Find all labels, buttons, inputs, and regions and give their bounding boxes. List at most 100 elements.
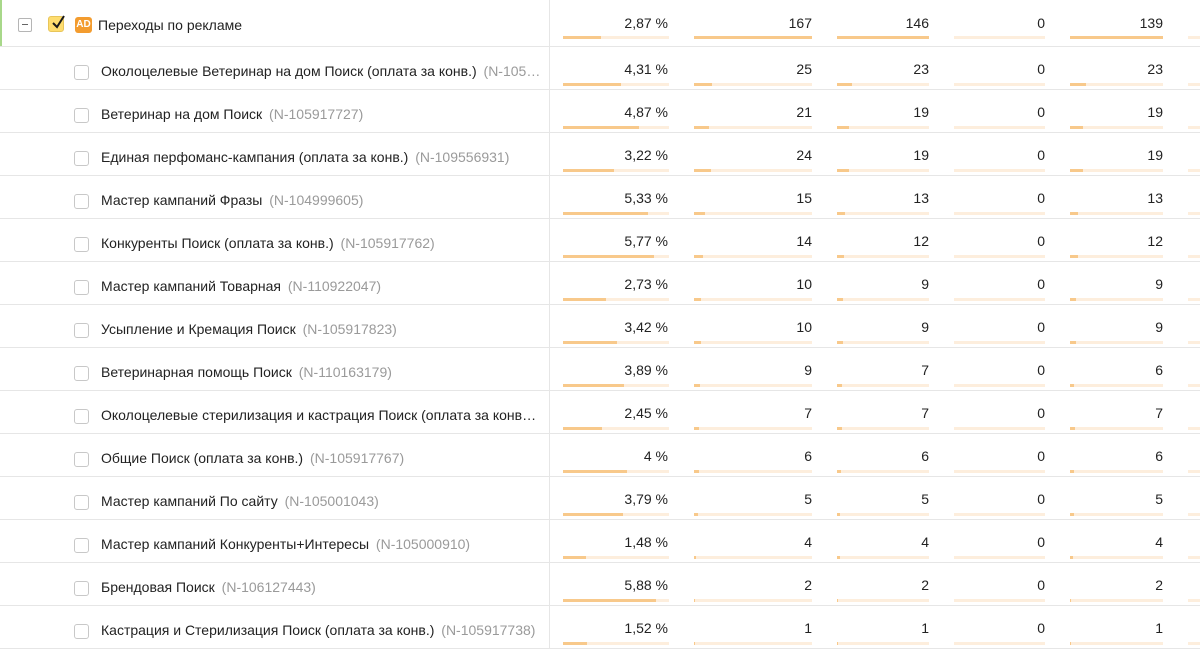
zero-cell: 0 (954, 477, 1045, 519)
bar-fill (1070, 341, 1076, 344)
zero-cell: 0 (954, 391, 1045, 433)
zero-cell: 0 (954, 262, 1045, 304)
bar-fill (837, 212, 846, 215)
goals-cell: 4 (1070, 520, 1163, 562)
bar-track (954, 384, 1045, 387)
cell-value: 5,33 % (624, 190, 668, 206)
cell-value: 0 (1037, 534, 1045, 550)
row-checkbox[interactable] (74, 237, 89, 252)
bar-track (563, 83, 669, 86)
goals-cell: 19 (1070, 133, 1163, 175)
bar-fill (694, 642, 696, 645)
row-label: Переходы по рекламе (98, 17, 243, 33)
row-checkbox[interactable] (74, 409, 89, 424)
bar-track (1070, 556, 1163, 559)
bar-track (837, 599, 929, 602)
cell-value: 139 (1139, 15, 1163, 31)
table-row[interactable]: Кастрация и Стерилизация Поиск (оплата з… (0, 606, 1200, 649)
campaign-name: Мастер кампаний Фразы (N-104999605) (101, 192, 363, 208)
cell-value: 9 (804, 362, 812, 378)
bar-track (563, 513, 669, 516)
bar-fill (563, 169, 614, 172)
bar-fill (563, 642, 588, 645)
row-checkbox[interactable] (74, 495, 89, 510)
zero-cell: 0 (954, 176, 1045, 218)
table-row[interactable]: Усыпление и Кремация Поиск (N-105917823)… (0, 305, 1200, 348)
table-row[interactable]: Брендовая Поиск (N-106127443) 5,88 % 2 2 0 2 (0, 563, 1200, 606)
visits-cell: 19 (837, 133, 929, 175)
cell-value: 0 (1037, 491, 1045, 507)
cell-value: 2,87 % (624, 15, 668, 31)
table-row[interactable]: Мастер кампаний Фразы (N-104999605) 5,33 … (0, 176, 1200, 219)
row-checkbox[interactable] (74, 280, 89, 295)
table-row-group[interactable]: AD Переходы по рекламе 2,87 % 167 146 0 139 (0, 0, 1200, 47)
campaign-name: Конкуренты Поиск (оплата за конв.) (N-10… (101, 235, 435, 251)
row-checkbox[interactable] (74, 581, 89, 596)
row-checkbox[interactable] (74, 538, 89, 553)
table-row[interactable]: Мастер кампаний Конкуренты+Интересы (N-1… (0, 520, 1200, 563)
table-row[interactable]: Околоцелевые Ветеринар на дом Поиск (опл… (0, 47, 1200, 90)
row-checkbox[interactable] (74, 624, 89, 639)
table-row[interactable]: Общие Поиск (оплата за конв.) (N-1059177… (0, 434, 1200, 477)
next-column-bar (1188, 427, 1200, 430)
table-row[interactable]: Ветеринар на дом Поиск (N-105917727) 4,87… (0, 90, 1200, 133)
bar-fill (837, 169, 849, 172)
bar-track (694, 126, 812, 129)
cell-value: 0 (1037, 15, 1045, 31)
table-row[interactable]: Мастер кампаний Товарная (N-110922047) 2,… (0, 262, 1200, 305)
campaign-name: Мастер кампаний Товарная (N-110922047) (101, 278, 381, 294)
row-checkbox[interactable] (74, 151, 89, 166)
bar-fill (694, 556, 697, 559)
table-row[interactable]: Околоцелевые стерилизация и кастрация По… (0, 391, 1200, 434)
name-cell: Общие Поиск (оплата за конв.) (N-1059177… (0, 434, 550, 476)
bar-fill (1070, 470, 1074, 473)
bar-track (954, 126, 1045, 129)
row-checkbox[interactable] (74, 108, 89, 123)
campaign-id: (N-105… (479, 63, 541, 79)
bar-track (694, 642, 812, 645)
goals-cell: 6 (1070, 434, 1163, 476)
cell-value: 19 (1147, 104, 1163, 120)
clicks-cell: 21 (694, 90, 812, 132)
cell-value: 25 (796, 61, 812, 77)
cell-value: 19 (913, 147, 929, 163)
cell-value: 4 % (643, 448, 668, 464)
table-row[interactable]: Единая перфоманс-кампания (оплата за кон… (0, 133, 1200, 176)
bar-track (563, 599, 669, 602)
cell-value: 5 (804, 491, 812, 507)
bar-fill (563, 470, 627, 473)
bar-track (954, 169, 1045, 172)
cell-value: 15 (796, 190, 812, 206)
row-checkbox[interactable] (74, 452, 89, 467)
zero-cell: 0 (954, 348, 1045, 390)
campaign-title: Брендовая Поиск (101, 579, 215, 595)
visits-cell: 4 (837, 520, 929, 562)
cell-value: 2,45 % (624, 405, 668, 421)
checkbox-checked[interactable] (48, 15, 65, 32)
table-row[interactable]: Мастер кампаний По сайту (N-105001043) 3,… (0, 477, 1200, 520)
cell-value: 23 (1147, 61, 1163, 77)
visits-cell: 7 (837, 391, 929, 433)
bar-track (954, 83, 1045, 86)
visits-cell: 9 (837, 305, 929, 347)
goals-cell: 12 (1070, 219, 1163, 261)
cell-value: 19 (913, 104, 929, 120)
bar-track (563, 470, 669, 473)
campaign-name: Брендовая Поиск (N-106127443) (101, 579, 316, 595)
goals-cell: 13 (1070, 176, 1163, 218)
collapse-icon[interactable] (18, 18, 32, 32)
zero-cell: 0 (954, 0, 1045, 46)
bar-fill (563, 341, 618, 344)
row-checkbox[interactable] (74, 65, 89, 80)
bar-track (954, 298, 1045, 301)
table-row[interactable]: Конкуренты Поиск (оплата за конв.) (N-10… (0, 219, 1200, 262)
bar-fill (694, 298, 702, 301)
row-checkbox[interactable] (74, 366, 89, 381)
row-checkbox[interactable] (74, 323, 89, 338)
bar-track (954, 212, 1045, 215)
next-column-bar (1188, 556, 1200, 559)
bar-track (837, 169, 929, 172)
table-row[interactable]: Ветеринарная помощь Поиск (N-110163179) 3… (0, 348, 1200, 391)
row-checkbox[interactable] (74, 194, 89, 209)
cell-value: 9 (921, 319, 929, 335)
